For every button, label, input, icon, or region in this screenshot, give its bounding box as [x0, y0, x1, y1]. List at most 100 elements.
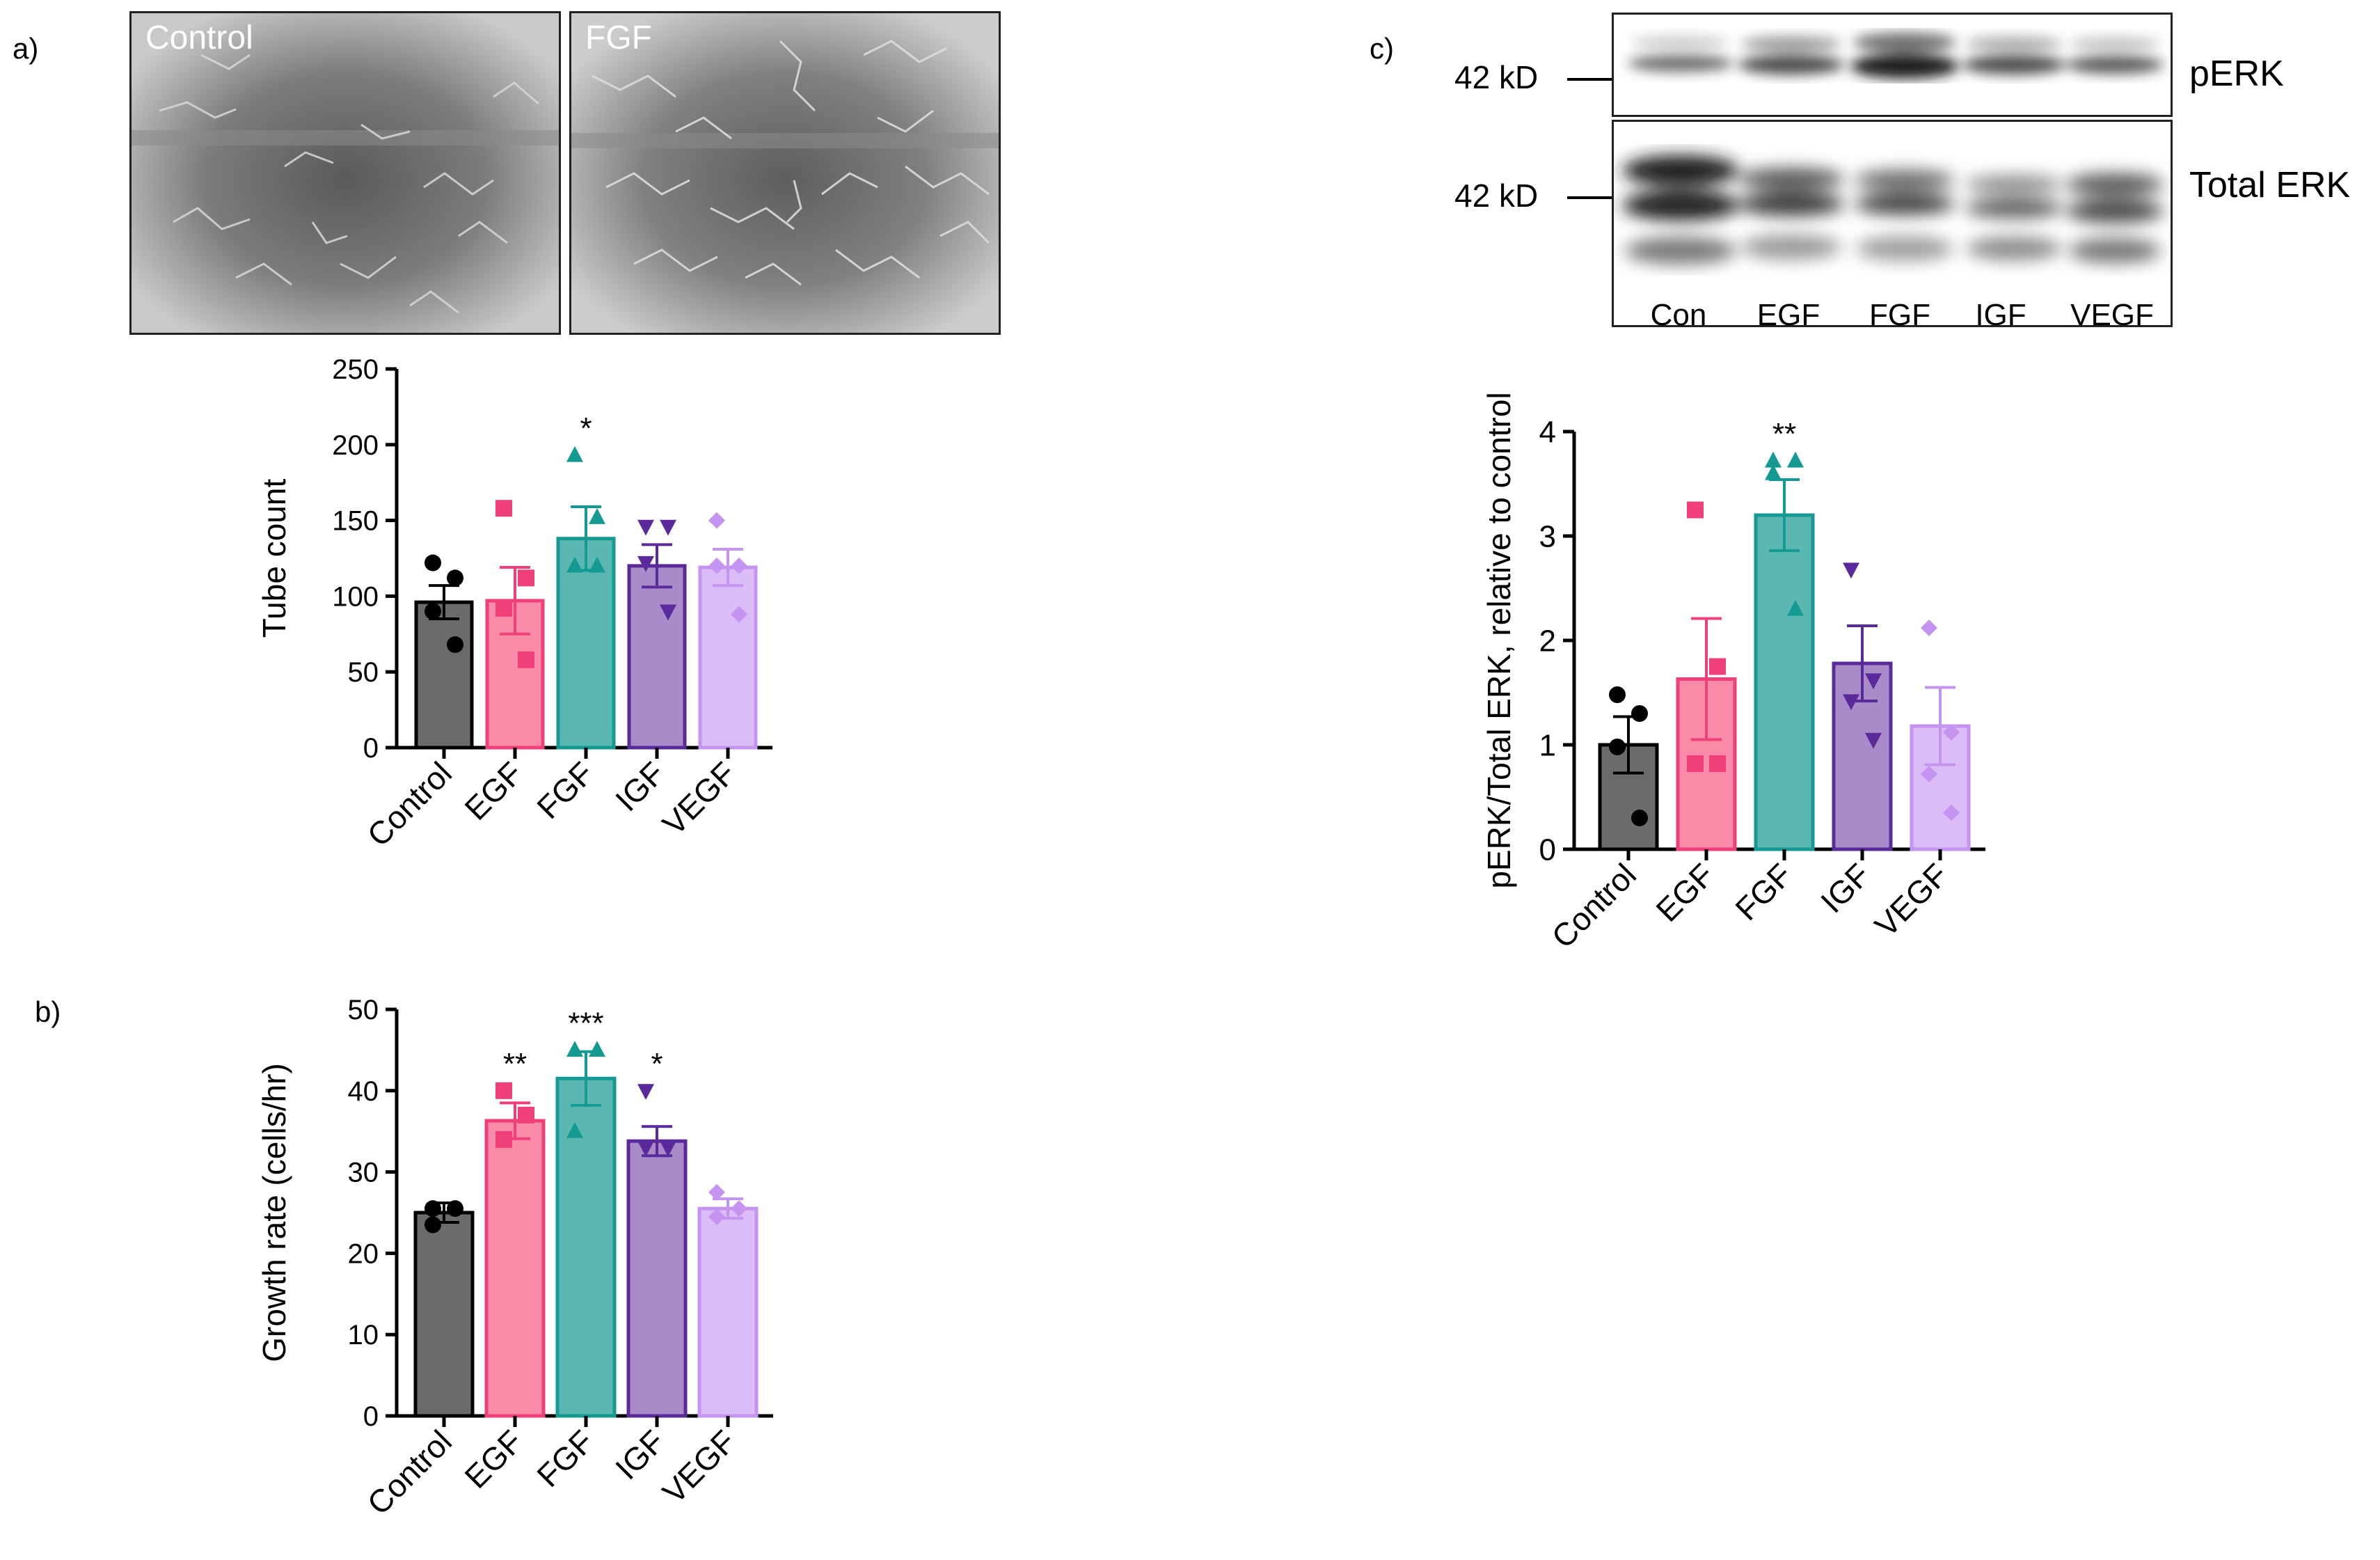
micrograph-fgf-image [571, 13, 999, 333]
x-tick-label: FGF [1728, 856, 1799, 927]
bar-vegf [698, 565, 758, 750]
y-tick-label: 50 [348, 995, 379, 1025]
bar-control [413, 1211, 475, 1418]
data-point [1765, 451, 1782, 468]
data-point [637, 519, 654, 536]
size-marker-perk-line [1567, 78, 1612, 81]
data-point [660, 1140, 676, 1157]
data-point [1631, 705, 1648, 722]
x-tick-label: EGF [457, 755, 530, 827]
size-marker-total-erk: 42 kD [1454, 178, 1539, 214]
panel-label-b: b) [35, 995, 61, 1028]
y-tick-label: 50 [348, 657, 379, 688]
x-tick-label: Control [360, 1423, 459, 1522]
data-point [1787, 451, 1804, 468]
y-tick-label: 0 [363, 1401, 379, 1432]
growth-rate-chart: 0 10 20 30 40 50 Growth rate (cells/hr) Control… [256, 995, 773, 1522]
blot-lane-label: VEGF [2070, 298, 2154, 332]
x-tick-label: EGF [457, 1423, 530, 1495]
data-point [518, 1106, 534, 1124]
data-point [660, 519, 676, 536]
y-tick-label: 1 [1539, 728, 1556, 762]
bar-egf [484, 1119, 546, 1418]
blot-lane-label: EGF [1756, 298, 1820, 332]
blot-row-label-perk: pERK [2189, 54, 2284, 94]
data-point [1943, 804, 1960, 821]
data-point [1921, 766, 1937, 782]
data-point [1609, 686, 1626, 703]
y-tick-label: 250 [332, 354, 379, 385]
x-tick-label: Control [1544, 856, 1643, 955]
micrograph-label: Control [145, 19, 253, 56]
panel-label-c: c) [1370, 32, 1394, 65]
size-marker-total-erk-line [1567, 196, 1612, 199]
data-point [708, 557, 725, 574]
y-tick-label: 40 [348, 1076, 379, 1107]
data-point [425, 554, 441, 572]
data-point [1709, 658, 1726, 675]
x-tick-label: EGF [1649, 856, 1721, 929]
y-tick-label: 4 [1539, 415, 1556, 449]
significance-marker: ** [1772, 417, 1796, 451]
x-tick-label: FGF [530, 755, 601, 826]
data-point [708, 1208, 725, 1225]
bar-igf [626, 1139, 688, 1418]
y-axis-label: Growth rate (cells/hr) [256, 1063, 292, 1362]
x-tick-label: IGF [608, 1423, 672, 1486]
data-point [425, 1216, 441, 1234]
x-tick-label: FGF [530, 1423, 601, 1494]
data-point [1865, 673, 1882, 690]
y-axis-label: pERK/Total ERK, relative to control [1481, 392, 1517, 888]
data-point [660, 604, 676, 621]
x-tick-label: VEGF [656, 1423, 743, 1510]
significance-marker: * [580, 411, 592, 446]
data-point [637, 1084, 654, 1100]
data-point [731, 606, 747, 623]
data-point [731, 557, 747, 574]
blot-total-erk-bands [1622, 155, 2164, 265]
blot-total-erk [1612, 120, 2173, 327]
data-point [589, 556, 605, 573]
x-tick-label: VEGF [1868, 856, 1955, 943]
y-tick-label: 10 [348, 1320, 379, 1350]
size-marker-perk: 42 kD [1454, 59, 1539, 95]
bar-fgf [555, 1076, 617, 1418]
data-point [1765, 464, 1782, 480]
perk-ratio-chart: 0 1 2 3 4 pERK/Total ERK, relative to control… [1481, 392, 1985, 955]
data-point [566, 556, 583, 573]
x-tick-label: Control [360, 755, 459, 853]
data-point [1843, 694, 1859, 711]
data-point [566, 1041, 583, 1057]
data-point [425, 1200, 441, 1218]
data-point [1609, 739, 1626, 755]
bar-igf [627, 564, 687, 750]
data-point [425, 603, 441, 620]
data-point [447, 1200, 463, 1218]
data-point [518, 651, 534, 668]
y-tick-label: 200 [332, 430, 379, 461]
micrograph-fgf: FGF [569, 11, 1001, 335]
data-point [589, 1041, 605, 1057]
x-tick-label: VEGF [656, 755, 743, 842]
data-point [637, 1140, 654, 1157]
data-point [1631, 810, 1648, 826]
y-tick-label: 100 [332, 581, 379, 612]
micrograph-label: FGF [585, 19, 652, 56]
bar-vegf [697, 1206, 759, 1418]
data-point [495, 599, 512, 617]
data-point [566, 446, 583, 462]
data-point [1843, 562, 1859, 579]
y-tick-label: 150 [332, 506, 379, 537]
data-point [1943, 724, 1960, 741]
y-tick-label: 3 [1539, 519, 1556, 553]
y-tick-label: 20 [348, 1238, 379, 1269]
data-point [708, 512, 725, 529]
blot-lane-label: FGF [1869, 298, 1930, 332]
micrograph-control: Control [129, 11, 561, 335]
blot-perk-bands [1628, 33, 2164, 79]
panel-label-a: a) [13, 32, 39, 65]
data-point [495, 500, 512, 517]
data-point [708, 1183, 725, 1201]
data-point [447, 569, 463, 587]
